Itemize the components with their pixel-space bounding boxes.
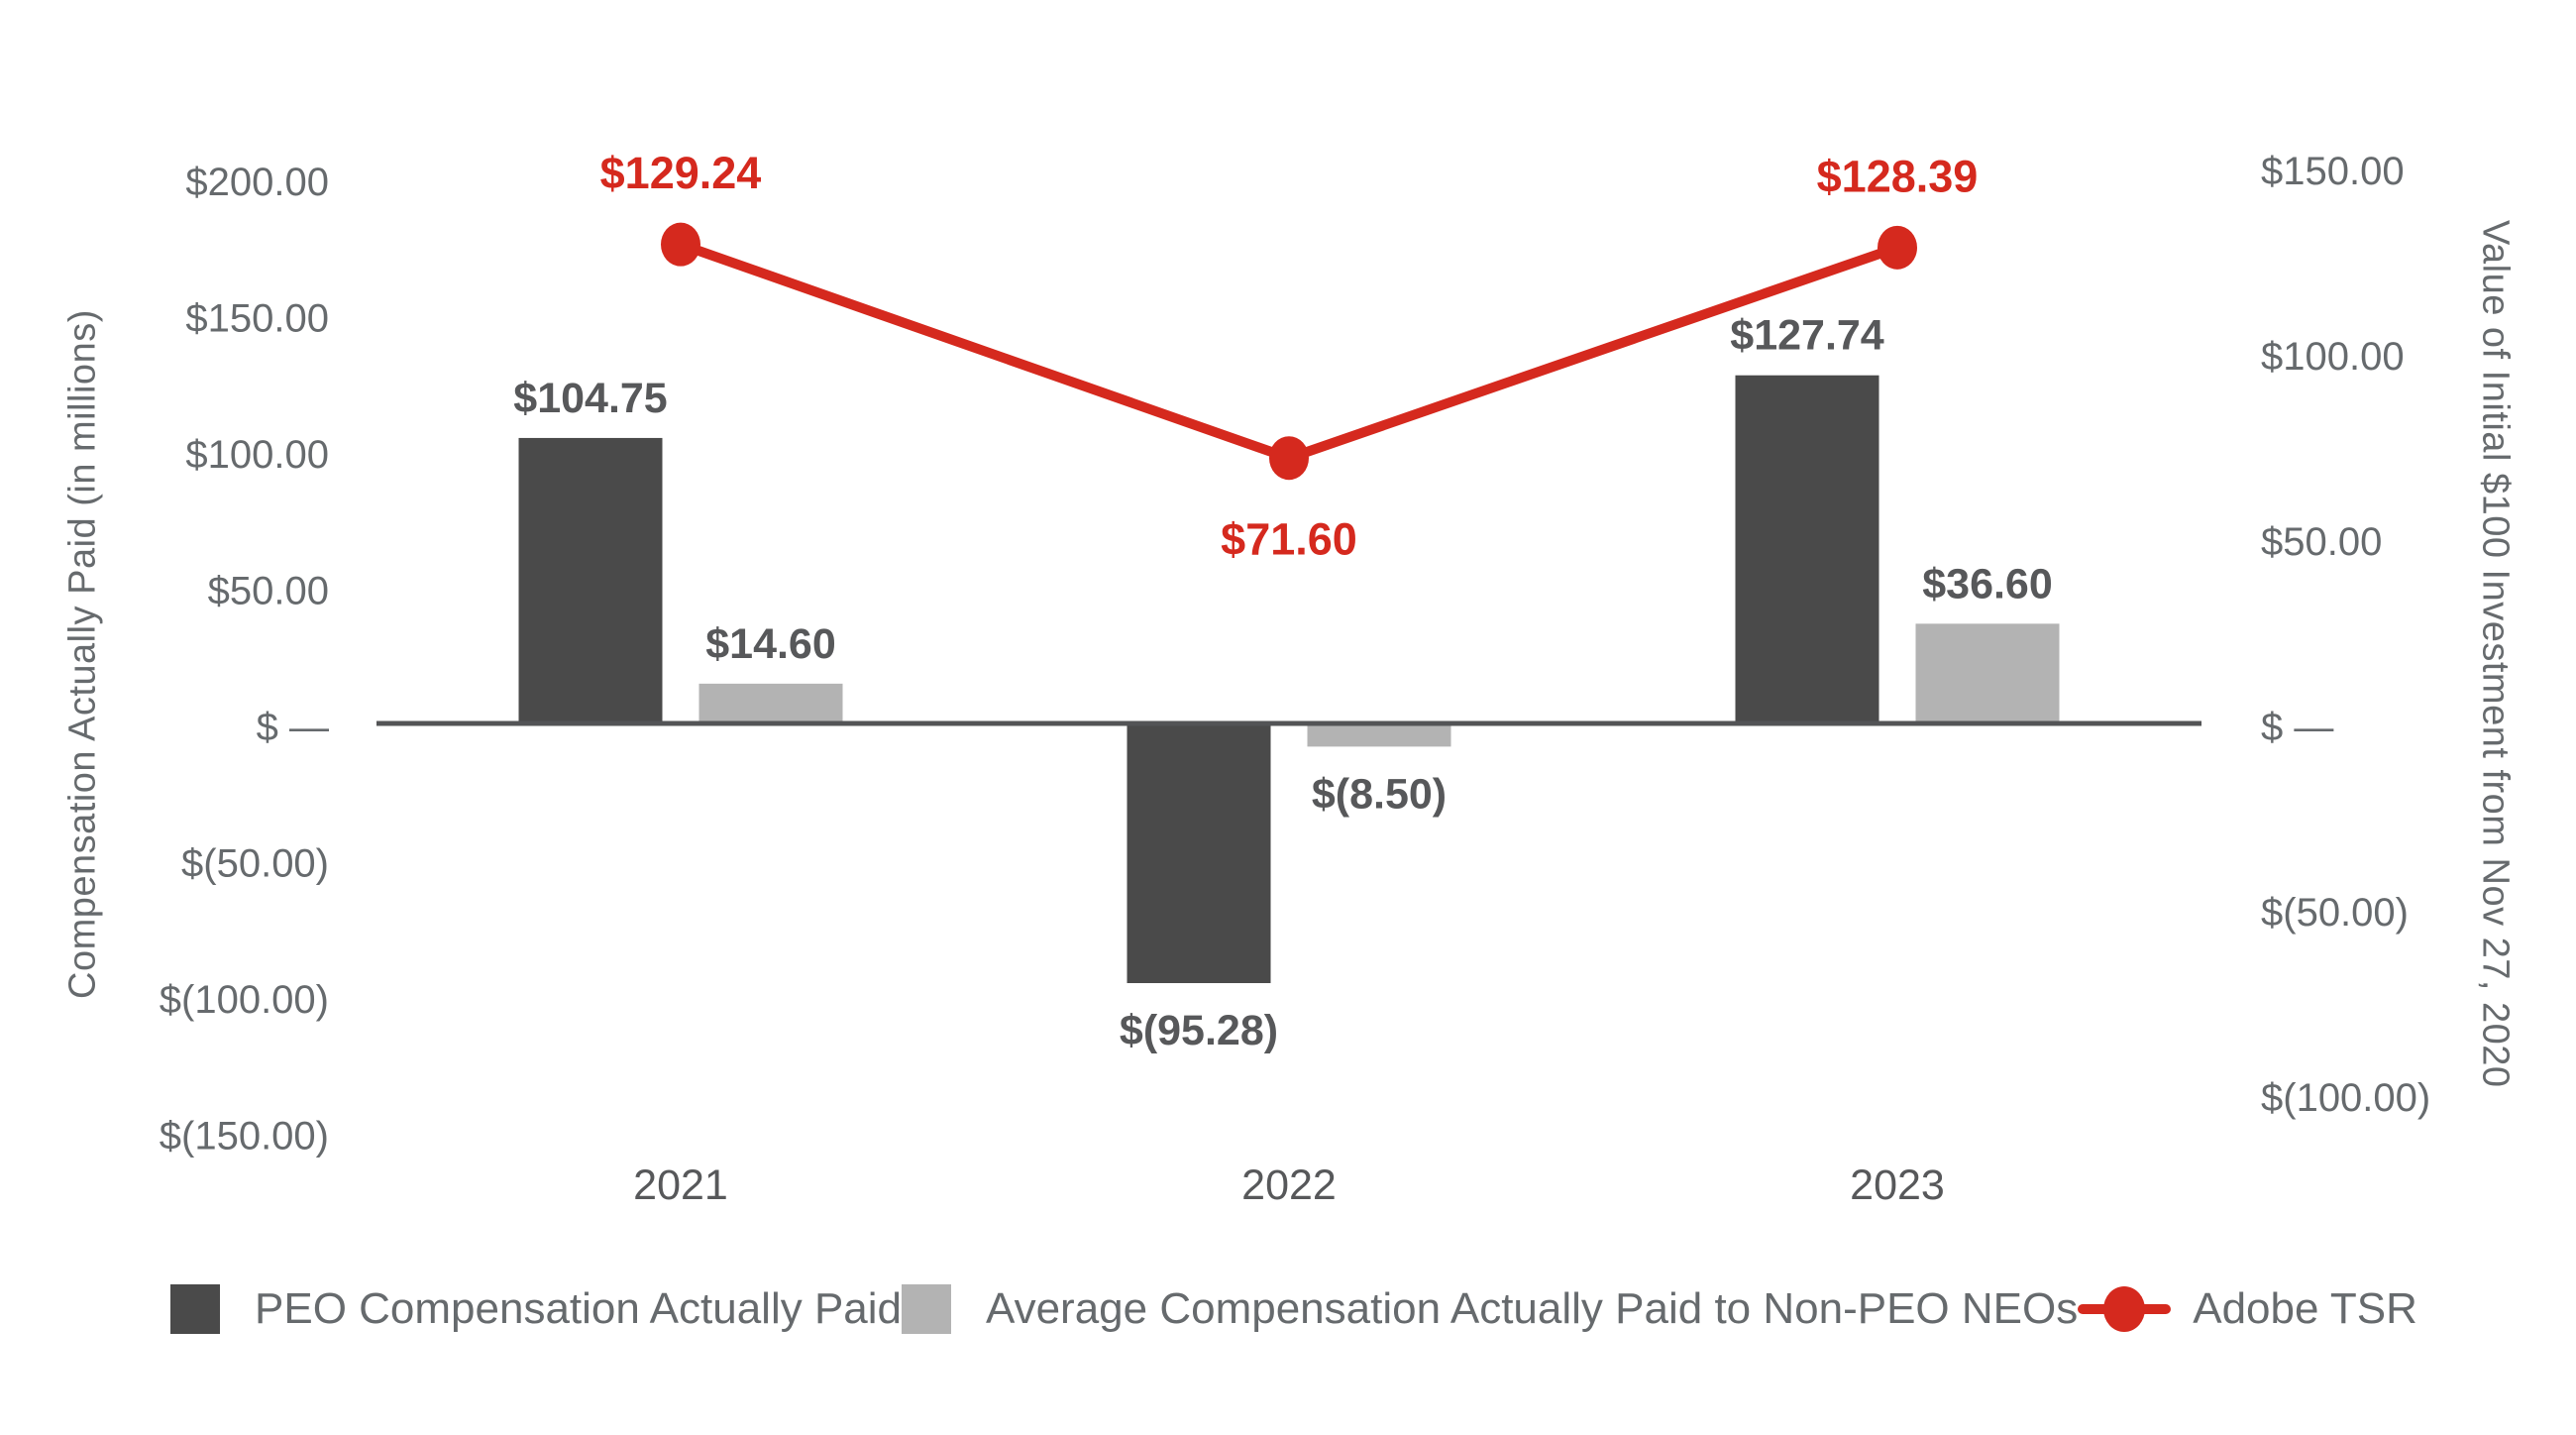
legend-label-neo: Average Compensation Actually Paid to No… [986,1284,2079,1333]
x-axis-line [376,720,2201,726]
tsr-value-label: $128.39 [1817,151,1979,201]
bar-neo-2023 [1915,623,2060,723]
bar-value-label: $36.60 [1922,560,2053,607]
left-axis-tick: $(100.00) [160,978,329,1022]
right-axis-tick: $150.00 [2261,150,2405,193]
bar-value-label: $104.75 [513,375,667,422]
legend-label-tsr: Adobe TSR [2193,1284,2417,1333]
legend-item-tsr: Adobe TSR [2078,1284,2417,1334]
right-axis-tick: $ — [2261,706,2333,749]
left-axis-tick: $200.00 [185,161,329,204]
peo-bar-swatch-icon [170,1284,220,1334]
tsr-point-2021 [661,222,700,267]
left-axis-tick: $(150.00) [160,1115,329,1159]
neo-bar-swatch-icon [902,1284,952,1334]
left-axis-title: Compensation Actually Paid (in millions) [61,309,104,999]
right-axis-tick: $(100.00) [2261,1076,2430,1120]
tsr-point-2022 [1269,436,1309,481]
tsr-value-label: $71.60 [1221,514,1357,565]
tsr-dot-icon [2103,1286,2146,1332]
bar-value-label: $(95.28) [1120,1007,1278,1054]
x-axis-label-2022: 2022 [1241,1161,1337,1209]
left-axis-tick: $50.00 [208,570,329,613]
x-axis-label-2021: 2021 [633,1161,728,1209]
bar-neo-2022 [1307,723,1451,747]
legend-label-peo: PEO Compensation Actually Paid [255,1284,903,1333]
tsr-line [676,239,1902,464]
bar-value-label: $(8.50) [1312,770,1447,818]
legend-item-neo: Average Compensation Actually Paid to No… [902,1284,2078,1334]
right-axis-tick: $50.00 [2261,520,2382,564]
legend-item-peo: PEO Compensation Actually Paid [170,1284,902,1334]
tsr-value-label: $129.24 [600,148,762,198]
left-axis-tick: $100.00 [185,433,329,477]
chart-legend: PEO Compensation Actually Paid Average C… [0,1284,2576,1334]
left-axis-tick: $150.00 [185,297,329,341]
right-axis-tick: $(50.00) [2261,891,2409,935]
bar-value-label: $14.60 [705,620,836,668]
bar-neo-2021 [698,683,843,723]
bar-peo-2022 [1127,723,1271,984]
right-axis-title: Value of Initial $100 Investment from No… [2474,220,2517,1088]
right-axis-tick: $100.00 [2261,335,2405,379]
x-axis-label-2023: 2023 [1850,1161,1945,1209]
tsr-line-dot-swatch-icon [2078,1286,2172,1332]
bar-value-label: $127.74 [1730,312,1884,360]
bar-peo-2021 [518,437,663,723]
tsr-point-2023 [1878,225,1917,270]
left-axis-tick: $(50.00) [181,842,329,886]
left-axis-tick: $ — [257,706,329,749]
bar-peo-2023 [1735,375,1879,723]
